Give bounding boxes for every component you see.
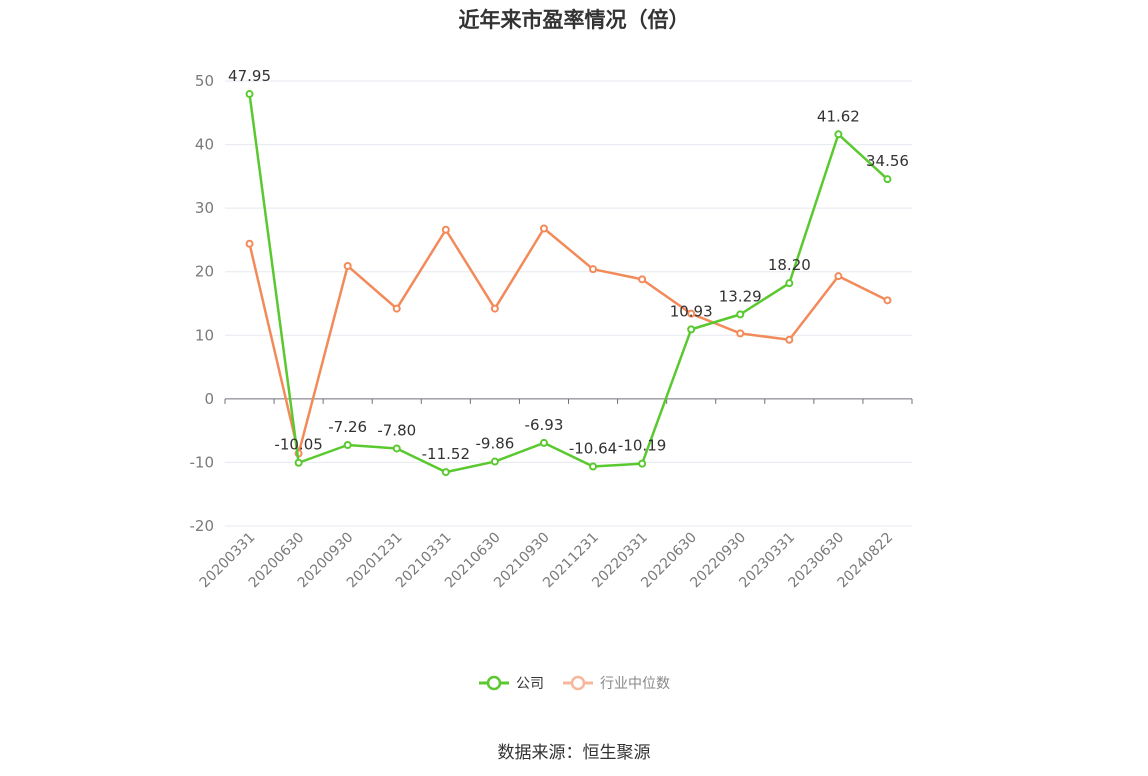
data-label: -7.26 bbox=[328, 418, 367, 436]
data-label: -10.64 bbox=[569, 439, 617, 457]
legend-label-company: 公司 bbox=[516, 676, 544, 692]
y-tick-label: -10 bbox=[190, 453, 215, 471]
data-label: -11.52 bbox=[422, 445, 470, 463]
data-label: 18.20 bbox=[768, 256, 811, 274]
data-point-industry-median bbox=[638, 275, 647, 284]
y-tick-label: 0 bbox=[204, 390, 214, 408]
data-point-company bbox=[539, 438, 548, 447]
data-point-company bbox=[441, 468, 450, 477]
data-label: 47.95 bbox=[228, 67, 271, 85]
series-line-industry-median bbox=[248, 227, 889, 455]
y-tick-label: 40 bbox=[195, 136, 214, 154]
data-point-company bbox=[392, 444, 401, 453]
legend-item-company[interactable]: 公司 bbox=[478, 673, 544, 693]
chart-legend: 公司 行业中位数 bbox=[0, 673, 1148, 693]
y-tick-label: 20 bbox=[195, 263, 214, 281]
data-point-company bbox=[343, 441, 352, 450]
y-tick-label: 30 bbox=[195, 199, 214, 217]
legend-item-industry-median[interactable]: 行业中位数 bbox=[562, 673, 670, 693]
data-point-company bbox=[490, 457, 499, 466]
data-point-industry-median bbox=[539, 224, 548, 233]
data-point-industry-median bbox=[245, 239, 254, 248]
data-label: 13.29 bbox=[719, 287, 762, 305]
legend-label-industry-median: 行业中位数 bbox=[600, 676, 670, 692]
data-point-industry-median bbox=[589, 265, 598, 274]
data-point-company bbox=[589, 462, 598, 471]
data-point-industry-median bbox=[441, 225, 450, 234]
y-tick-label: 50 bbox=[195, 72, 214, 90]
chart-title: 近年来市盈率情况（倍） bbox=[458, 8, 690, 32]
data-label: -7.80 bbox=[377, 421, 416, 439]
legend-marker-industry-median bbox=[563, 675, 593, 691]
data-point-company bbox=[638, 459, 647, 468]
data-point-industry-median bbox=[490, 304, 499, 313]
data-label: -10.19 bbox=[618, 437, 666, 455]
data-point-industry-median bbox=[736, 329, 745, 338]
data-label: 34.56 bbox=[866, 152, 909, 170]
series-line-company bbox=[248, 93, 889, 474]
y-tick-label: -20 bbox=[190, 517, 215, 535]
data-point-company bbox=[785, 279, 794, 288]
data-label: 10.93 bbox=[670, 302, 713, 320]
data-point-company bbox=[294, 458, 303, 467]
data-label: -6.93 bbox=[525, 416, 564, 434]
data-point-industry-median bbox=[834, 272, 843, 281]
data-point-industry-median bbox=[687, 309, 696, 318]
legend-marker-company bbox=[479, 675, 509, 691]
data-label: 41.62 bbox=[817, 107, 860, 125]
data-label: -9.86 bbox=[475, 435, 514, 453]
data-point-industry-median bbox=[883, 296, 892, 305]
data-point-company bbox=[245, 90, 254, 99]
data-point-industry-median bbox=[392, 304, 401, 313]
data-source-note: 数据来源：恒生聚源 bbox=[497, 743, 651, 763]
data-point-company bbox=[883, 175, 892, 184]
data-point-industry-median bbox=[785, 335, 794, 344]
data-label: -10.05 bbox=[274, 436, 322, 454]
data-point-company bbox=[736, 310, 745, 319]
data-point-company bbox=[687, 325, 696, 334]
data-point-industry-median bbox=[343, 261, 352, 270]
y-tick-label: 10 bbox=[195, 326, 214, 344]
data-point-company bbox=[834, 130, 843, 139]
